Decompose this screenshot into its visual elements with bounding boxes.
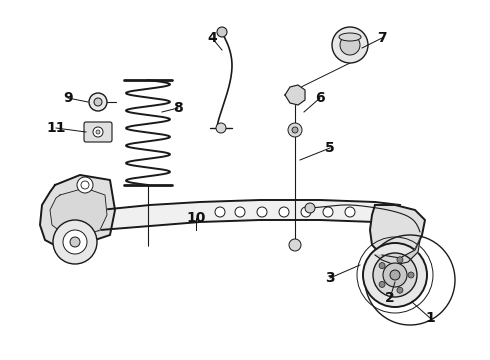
Circle shape xyxy=(373,253,417,297)
Circle shape xyxy=(94,98,102,106)
Circle shape xyxy=(288,123,302,137)
Circle shape xyxy=(53,220,97,264)
Text: 6: 6 xyxy=(315,91,325,105)
Text: 11: 11 xyxy=(46,121,66,135)
Polygon shape xyxy=(80,200,400,235)
Circle shape xyxy=(96,130,100,134)
Circle shape xyxy=(332,27,368,63)
Text: 7: 7 xyxy=(377,31,387,45)
Circle shape xyxy=(217,27,227,37)
Text: 2: 2 xyxy=(385,291,395,305)
Circle shape xyxy=(345,207,355,217)
Circle shape xyxy=(292,127,298,133)
Circle shape xyxy=(77,177,93,193)
Circle shape xyxy=(383,263,407,287)
Circle shape xyxy=(257,207,267,217)
Circle shape xyxy=(363,243,427,307)
Circle shape xyxy=(216,123,226,133)
Circle shape xyxy=(397,287,403,293)
Circle shape xyxy=(305,203,315,213)
Circle shape xyxy=(397,257,403,263)
Circle shape xyxy=(70,237,80,247)
Ellipse shape xyxy=(339,33,361,41)
Polygon shape xyxy=(40,175,115,248)
Polygon shape xyxy=(50,188,107,237)
Text: 4: 4 xyxy=(207,31,217,45)
Text: 9: 9 xyxy=(63,91,73,105)
Polygon shape xyxy=(370,205,425,258)
Circle shape xyxy=(279,207,289,217)
Text: 10: 10 xyxy=(186,211,206,225)
Circle shape xyxy=(289,239,301,251)
Text: 3: 3 xyxy=(325,271,335,285)
Polygon shape xyxy=(285,85,305,105)
Polygon shape xyxy=(375,240,420,265)
Circle shape xyxy=(408,272,414,278)
Circle shape xyxy=(323,207,333,217)
Text: 8: 8 xyxy=(173,101,183,115)
Text: 1: 1 xyxy=(425,311,435,325)
Circle shape xyxy=(89,93,107,111)
FancyBboxPatch shape xyxy=(84,122,112,142)
Circle shape xyxy=(215,207,225,217)
Circle shape xyxy=(235,207,245,217)
Circle shape xyxy=(379,262,385,269)
Circle shape xyxy=(340,35,360,55)
Circle shape xyxy=(63,230,87,254)
Text: 5: 5 xyxy=(325,141,335,155)
Circle shape xyxy=(379,282,385,287)
Circle shape xyxy=(301,207,311,217)
Circle shape xyxy=(93,127,103,137)
Circle shape xyxy=(390,270,400,280)
